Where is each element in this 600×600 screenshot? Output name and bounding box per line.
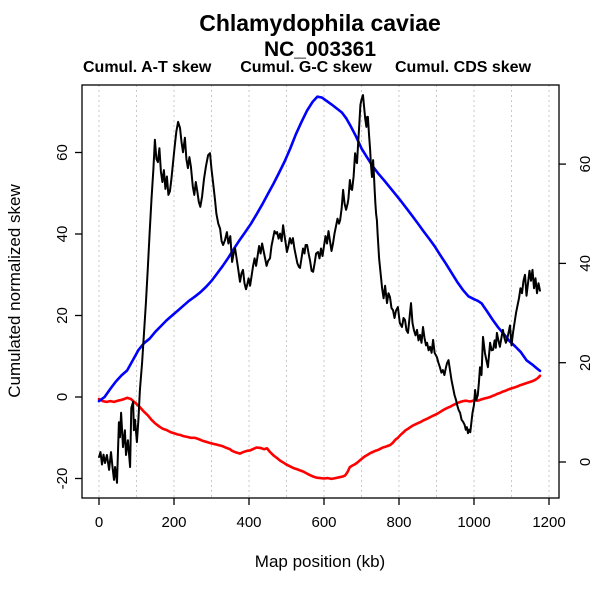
plot-box bbox=[81, 84, 560, 499]
series-cds-skew bbox=[98, 94, 541, 484]
left-tick-label-60: 60 bbox=[54, 144, 71, 161]
x-axis-label: Map position (kb) bbox=[255, 552, 385, 571]
left-tick-label-40: 40 bbox=[54, 226, 71, 243]
x-tick-label-0: 0 bbox=[95, 514, 103, 531]
x-tick-label-200: 200 bbox=[161, 514, 186, 531]
right-tick-label-20: 20 bbox=[577, 354, 594, 371]
left-tick-label--20: -20 bbox=[54, 468, 71, 490]
x-tick-label-600: 600 bbox=[311, 514, 336, 531]
right-tick-label-40: 40 bbox=[577, 255, 594, 272]
legend: Cumul. A-T skew Cumul. G-C skew Cumul. C… bbox=[83, 59, 532, 76]
x-tick-label-800: 800 bbox=[386, 514, 411, 531]
series-gc-skew bbox=[97, 95, 542, 403]
chart-subtitle: NC_003361 bbox=[264, 38, 376, 61]
series-at-skew bbox=[97, 374, 542, 481]
chart-title: Chlamydophila caviae bbox=[199, 10, 441, 36]
y-axis-label: Cumulated normalized skew bbox=[5, 184, 24, 398]
x-tick-label-1200: 1200 bbox=[532, 514, 565, 531]
legend-item-cds-skew: Cumul. CDS skew bbox=[395, 59, 532, 76]
right-tick-label-60: 60 bbox=[577, 156, 594, 173]
x-tick-label-400: 400 bbox=[236, 514, 261, 531]
legend-item-gc-skew: Cumul. G-C skew bbox=[240, 59, 372, 76]
left-tick-label-0: 0 bbox=[54, 393, 71, 401]
left-tick-label-20: 20 bbox=[54, 307, 71, 324]
right-tick-label-0: 0 bbox=[577, 458, 594, 466]
x-tick-label-1000: 1000 bbox=[457, 514, 490, 531]
legend-item-at-skew: Cumul. A-T skew bbox=[83, 59, 212, 76]
